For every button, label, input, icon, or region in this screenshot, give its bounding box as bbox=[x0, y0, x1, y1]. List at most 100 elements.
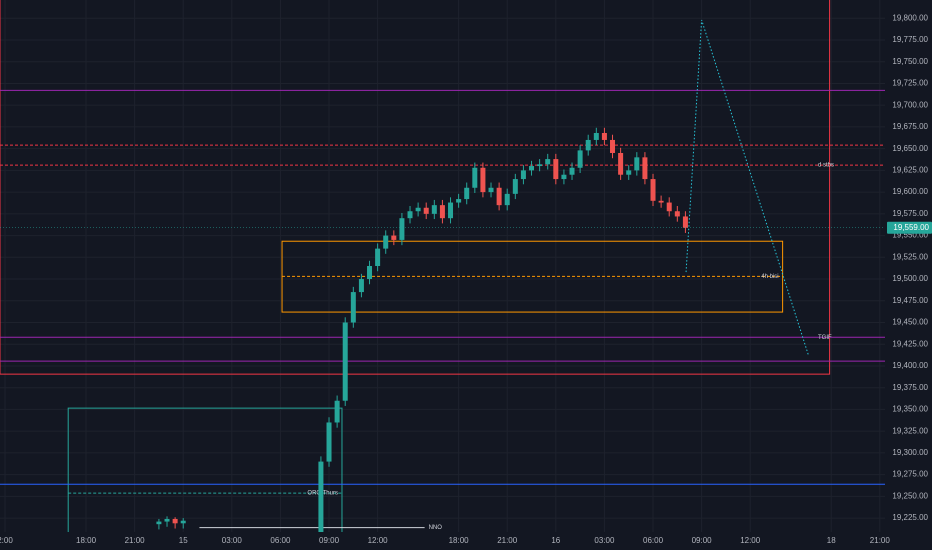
candle-body bbox=[375, 248, 381, 266]
x-tick-label: 18:00 bbox=[449, 536, 470, 545]
candle-body bbox=[399, 218, 405, 240]
x-tick-label: 15 bbox=[179, 536, 188, 545]
x-tick-label: 09:00 bbox=[319, 536, 340, 545]
candle-body bbox=[472, 167, 478, 188]
y-tick-label: 19,700.00 bbox=[892, 100, 928, 109]
candle-body bbox=[415, 207, 421, 212]
candle-body bbox=[682, 216, 688, 228]
candle-body bbox=[350, 292, 356, 323]
y-tick-label: 19,725.00 bbox=[892, 79, 928, 88]
y-tick-label: 19,375.00 bbox=[892, 383, 928, 392]
candle-body bbox=[666, 202, 672, 212]
candle-body bbox=[537, 164, 543, 167]
price-tag-label: 19,559.00 bbox=[893, 223, 929, 232]
candle-body bbox=[164, 518, 170, 522]
candle-body bbox=[553, 159, 559, 180]
y-tick-label: 19,800.00 bbox=[892, 13, 928, 22]
candle-body bbox=[342, 322, 348, 401]
candle-body bbox=[634, 157, 640, 171]
candle-body bbox=[520, 170, 526, 180]
price-tag bbox=[887, 221, 932, 234]
x-tick-label: 12:00 bbox=[740, 536, 761, 545]
level-label: TGIF bbox=[818, 335, 832, 341]
y-tick-label: 19,225.00 bbox=[892, 513, 928, 522]
candle-body bbox=[423, 207, 429, 214]
candle-body bbox=[358, 279, 364, 293]
x-tick-label: 06:00 bbox=[643, 536, 664, 545]
candle-body bbox=[674, 211, 680, 217]
candle-body bbox=[180, 520, 186, 524]
level-label: 4h bisi bbox=[761, 274, 778, 280]
candle-body bbox=[172, 518, 178, 524]
y-tick-label: 19,650.00 bbox=[892, 144, 928, 153]
x-tick-label: 2:00 bbox=[0, 536, 13, 545]
zone-box bbox=[67, 407, 343, 532]
y-tick-label: 19,350.00 bbox=[892, 405, 928, 414]
y-tick-label: 19,750.00 bbox=[892, 57, 928, 66]
candle-body bbox=[561, 174, 567, 180]
candle-body bbox=[585, 139, 591, 151]
y-tick-label: 19,600.00 bbox=[892, 187, 928, 196]
candle-body bbox=[618, 152, 624, 175]
candle-body bbox=[626, 170, 632, 175]
y-tick-label: 19,625.00 bbox=[892, 165, 928, 174]
level-label: NNO bbox=[429, 525, 443, 531]
y-tick-label: 19,500.00 bbox=[892, 274, 928, 283]
y-tick-label: 19,550.00 bbox=[892, 231, 928, 240]
candle-body bbox=[658, 200, 664, 203]
y-tick-label: 19,450.00 bbox=[892, 318, 928, 327]
y-tick-label: 19,275.00 bbox=[892, 470, 928, 479]
x-tick-label: 21:00 bbox=[870, 536, 891, 545]
x-tick-label: 12:00 bbox=[368, 536, 389, 545]
candle-body bbox=[601, 133, 607, 140]
candle-body bbox=[334, 400, 340, 423]
x-tick-label: 21:00 bbox=[497, 536, 518, 545]
y-tick-label: 19,775.00 bbox=[892, 35, 928, 44]
grid bbox=[0, 0, 885, 532]
candle-body bbox=[456, 199, 462, 203]
candle-body bbox=[642, 157, 648, 180]
candle-body bbox=[512, 179, 518, 194]
candle-body bbox=[326, 422, 332, 462]
candle-body bbox=[407, 211, 413, 219]
x-tick-label: 16 bbox=[551, 536, 560, 545]
candle-body bbox=[383, 235, 389, 249]
candle-body bbox=[156, 521, 162, 525]
candle-body bbox=[464, 187, 470, 200]
candle-body bbox=[439, 205, 445, 219]
candle-body bbox=[367, 266, 373, 280]
candle-body bbox=[504, 193, 510, 206]
x-tick-label: 06:00 bbox=[270, 536, 291, 545]
candle-body bbox=[529, 166, 535, 171]
candle-body bbox=[488, 187, 494, 193]
x-tick-label: 09:00 bbox=[692, 536, 713, 545]
candle-body bbox=[610, 139, 616, 153]
x-tick-label: 18:00 bbox=[76, 536, 97, 545]
y-tick-label: 19,250.00 bbox=[892, 491, 928, 500]
candle-body bbox=[496, 187, 502, 206]
y-tick-label: 19,400.00 bbox=[892, 361, 928, 370]
x-tick-label: 21:00 bbox=[125, 536, 146, 545]
candle-body bbox=[650, 179, 656, 201]
y-tick-label: 19,475.00 bbox=[892, 296, 928, 305]
y-tick-label: 19,425.00 bbox=[892, 339, 928, 348]
candle-body bbox=[448, 202, 454, 219]
x-tick-label: 18 bbox=[827, 536, 836, 545]
candle-body bbox=[431, 205, 437, 214]
candle-body bbox=[577, 150, 583, 168]
candle-body bbox=[569, 167, 575, 175]
axes: 19,225.00 19,250.00 19,275.00 19,300.00 19,3… bbox=[0, 13, 932, 545]
candle-body bbox=[545, 159, 551, 165]
candle-body bbox=[593, 133, 599, 140]
y-tick-label: 19,325.00 bbox=[892, 426, 928, 435]
x-tick-label: 03:00 bbox=[594, 536, 615, 545]
candle-body bbox=[480, 167, 486, 193]
y-tick-label: 19,525.00 bbox=[892, 252, 928, 261]
projection-path bbox=[685, 19, 810, 356]
y-tick-label: 19,575.00 bbox=[892, 209, 928, 218]
x-tick-label: 03:00 bbox=[222, 536, 243, 545]
y-tick-label: 19,675.00 bbox=[892, 122, 928, 131]
candle-body bbox=[318, 461, 324, 532]
